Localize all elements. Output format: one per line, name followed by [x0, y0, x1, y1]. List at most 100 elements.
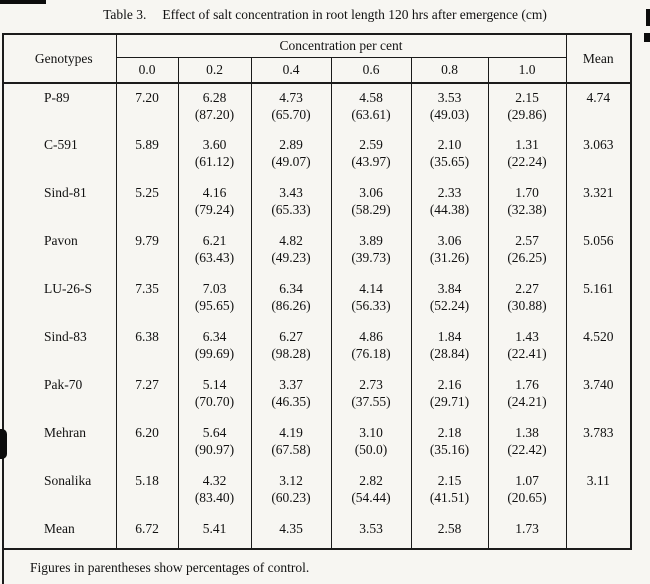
root-length-value: 5.18: [135, 473, 159, 488]
percent-of-control: (79.24): [194, 202, 235, 217]
value-cell: 2.18 (35.16): [410, 419, 488, 467]
column-header-conc-2: 0.4: [250, 57, 331, 84]
page-border-left: [2, 550, 4, 584]
percent-of-control: (29.71): [429, 394, 470, 409]
root-length-value: 3.10: [359, 425, 383, 440]
percent-of-control: (54.44): [351, 490, 391, 505]
data-table: Genotypes Concentration per cent Mean 0.…: [2, 33, 633, 550]
root-length-value: 7.35: [135, 281, 159, 296]
genotype-cell: C-591: [44, 137, 78, 152]
percent-of-control: (60.23): [271, 490, 311, 505]
root-length-value: 7.03: [202, 281, 227, 296]
root-length-value: 3.84: [437, 281, 462, 296]
value-cell: 2.57 (26.25): [487, 227, 567, 275]
percent-of-control: (95.65): [194, 298, 235, 313]
mean-cell: 3.783: [565, 419, 632, 467]
percent-of-control: (65.33): [271, 202, 311, 217]
value-cell: 5.41: [177, 515, 251, 549]
value-cell: 4.35: [250, 515, 331, 549]
percent-of-control: (20.65): [507, 490, 547, 505]
column-header-conc-5: 1.0: [487, 57, 567, 84]
root-length-value: 4.73: [279, 90, 303, 105]
percent-of-control: (28.84): [429, 346, 470, 361]
value-cell: 3.10 (50.0): [330, 419, 411, 467]
genotype-cell: Sind-81: [44, 185, 87, 200]
percent-of-control: (90.97): [194, 442, 235, 457]
root-length-value: 3.89: [359, 233, 383, 248]
value-cell: 3.06 (58.29): [330, 179, 411, 227]
root-length-value: 6.34: [202, 329, 227, 344]
root-length-value: 3.53: [437, 90, 462, 105]
value-cell: 2.15 (41.51): [410, 467, 488, 515]
value-cell: 4.14 (56.33): [330, 275, 411, 323]
column-header-genotypes: Genotypes: [3, 34, 117, 84]
value-cell: 4.86 (76.18): [330, 323, 411, 371]
value-cell: 7.35: [115, 275, 178, 323]
value-cell: 5.25: [115, 179, 178, 227]
root-length-value: 1.38: [515, 425, 539, 440]
value-cell: 3.12 (60.23): [250, 467, 331, 515]
table-row: Mean 6.72 5.41 4.35 3.53 2.58 1.73: [3, 515, 632, 549]
percent-of-control: (76.18): [351, 346, 391, 361]
column-header-conc-1: 0.2: [177, 57, 251, 84]
root-length-value: 4.19: [279, 425, 303, 440]
mean-cell: 3.11: [565, 467, 632, 515]
root-length-value: 5.14: [202, 377, 227, 392]
root-length-value: 6.28: [202, 90, 227, 105]
table-row: Pak-70 7.27 5.14 (70.70) 3.37 (46.35) 2.73 (37.…: [3, 371, 632, 419]
value-cell: 2.59 (43.97): [330, 131, 411, 179]
root-length-value: 1.07: [515, 473, 539, 488]
value-cell: 3.37 (46.35): [250, 371, 331, 419]
root-length-value: 3.37: [279, 377, 303, 392]
value-cell: 2.82 (54.44): [330, 467, 411, 515]
percent-of-control: (99.69): [194, 346, 235, 361]
root-length-value: 2.10: [437, 137, 462, 152]
percent-of-control: (63.43): [194, 250, 235, 265]
value-cell: 4.32 (83.40): [177, 467, 251, 515]
value-cell: 6.27 (98.28): [250, 323, 331, 371]
value-cell: 2.27 (30.88): [487, 275, 567, 323]
table-row: Pavon 9.79 6.21 (63.43) 4.82 (49.23) 3.89 (39.7…: [3, 227, 632, 275]
root-length-value: 6.72: [135, 521, 159, 536]
genotype-cell: Mehran: [44, 425, 86, 440]
value-cell: 3.43 (65.33): [250, 179, 331, 227]
root-length-value: 3.06: [437, 233, 462, 248]
percent-of-control: (52.24): [429, 298, 470, 313]
percent-of-control: (37.55): [351, 394, 391, 409]
root-length-value: 2.33: [437, 185, 462, 200]
mean-cell: 4.520: [565, 323, 632, 371]
genotype-cell: Pak-70: [44, 377, 83, 392]
value-cell: 2.73 (37.55): [330, 371, 411, 419]
column-header-conc-0: 0.0: [116, 57, 178, 84]
value-cell: 6.20: [115, 419, 178, 467]
percent-of-control: (98.28): [271, 346, 311, 361]
percent-of-control: (22.42): [507, 442, 547, 457]
value-cell: 2.58: [410, 515, 488, 549]
value-cell: 2.33 (44.38): [410, 179, 488, 227]
root-length-value: 6.20: [135, 425, 159, 440]
scan-artifact: [0, 0, 46, 4]
percent-of-control: (87.20): [194, 107, 235, 122]
table-row: C-591 5.89 3.60 (61.12) 2.89 (49.07) 2.59 (43.9…: [3, 131, 632, 179]
root-length-value: 1.84: [437, 329, 462, 344]
root-length-value: 1.43: [515, 329, 539, 344]
value-cell: 3.06 (31.26): [410, 227, 488, 275]
percent-of-control: (22.41): [507, 346, 547, 361]
root-length-value: 3.43: [279, 185, 303, 200]
value-cell: 3.89 (39.73): [330, 227, 411, 275]
value-cell: 3.84 (52.24): [410, 275, 488, 323]
percent-of-control: (49.23): [271, 250, 311, 265]
percent-of-control: (58.29): [351, 202, 391, 217]
value-cell: 2.16 (29.71): [410, 371, 488, 419]
value-cell: 1.38 (22.42): [487, 419, 567, 467]
root-length-value: 6.27: [279, 329, 303, 344]
root-length-value: 6.38: [135, 329, 159, 344]
root-length-value: 2.73: [359, 377, 383, 392]
column-header-conc-4: 0.8: [410, 57, 488, 84]
percent-of-control: (49.07): [271, 154, 311, 169]
column-header-concentration: Concentration per cent: [116, 34, 567, 58]
percent-of-control: (56.33): [351, 298, 391, 313]
table-row: Mehran 6.20 5.64 (90.97) 4.19 (67.58) 3.10 (50.…: [3, 419, 632, 467]
genotype-cell: Mean: [44, 521, 75, 536]
column-header-mean: Mean: [565, 34, 632, 84]
